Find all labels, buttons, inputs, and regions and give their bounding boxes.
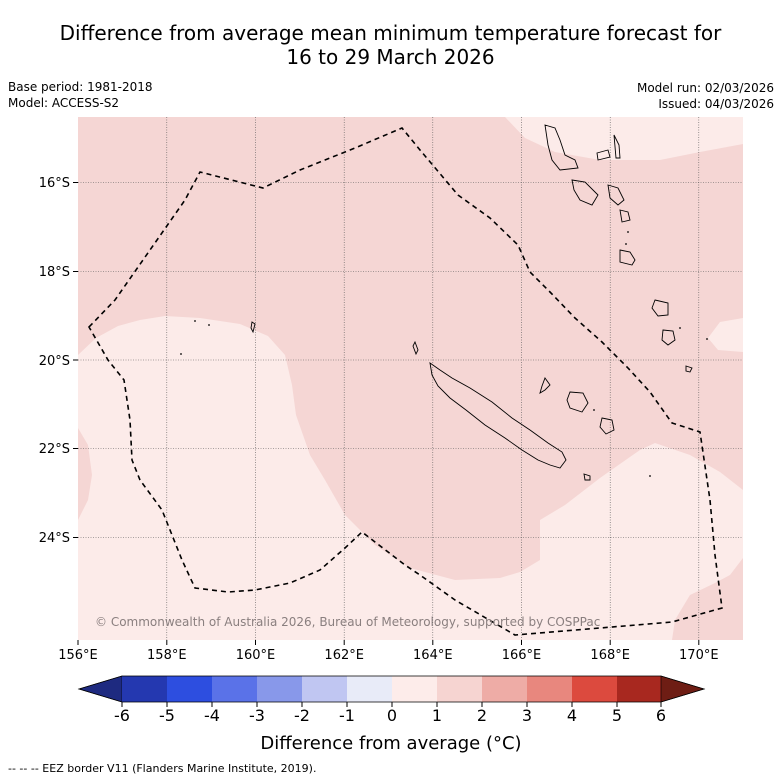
pentecost: [607, 184, 625, 206]
efate: [619, 209, 631, 223]
lon-label-160e: 160°E: [236, 648, 276, 663]
lat-label-18s: 18°S: [39, 265, 70, 280]
anomaly-region-1-to-2-patch-east: [672, 558, 743, 640]
cbar-tick-0: 0: [387, 706, 397, 725]
lifou-island: [566, 391, 589, 413]
colorbar-segment-5-6: [617, 676, 661, 702]
lon-label-156e: 156°E: [58, 648, 98, 663]
lon-label-162e: 162°E: [324, 648, 364, 663]
anomaly-region-0-to-1-west: [78, 316, 743, 640]
colorbar-segment-m6-m5: [122, 676, 167, 702]
cbar-tick-4: 4: [567, 706, 577, 725]
anomaly-region-0-to-1-northeast: [505, 117, 743, 160]
lon-label-170e: 170°E: [679, 648, 719, 663]
issued-label: Issued: 04/03/2026: [658, 97, 774, 111]
islet-6: [679, 327, 681, 329]
copyright-notice: © Commonwealth of Australia 2026, Bureau…: [95, 615, 600, 629]
chart-title-line1: Difference from average mean minimum tem…: [59, 21, 722, 45]
colorbar-extend-low: [77, 675, 123, 703]
malekula: [571, 179, 599, 206]
model-label: Model: ACCESS-S2: [8, 96, 120, 110]
islet-3: [208, 324, 210, 326]
colorbar-segment-4-5: [572, 676, 617, 702]
islet-9: [593, 409, 595, 411]
coastlines: [250, 124, 693, 481]
longitude-labels: 156°E 158°E 160°E 162°E 164°E 166°E 168°…: [58, 648, 718, 663]
cbar-tick-m2: -2: [294, 706, 310, 725]
islet-2: [194, 320, 196, 322]
colorbar-ticks: [121, 702, 662, 707]
colorbar-segment-3-4: [527, 676, 572, 702]
colorbar-segment-m3-m2: [257, 676, 302, 702]
cbar-tick-1: 1: [432, 706, 442, 725]
cbar-tick-m1: -1: [339, 706, 355, 725]
colorbar-tick-labels: -6 -5 -4 -3 -2 -1 0 1 2 3 4 5 6: [114, 706, 666, 725]
anomaly-region-0-to-1-east: [708, 318, 743, 352]
lat-label-20s: 20°S: [39, 354, 70, 369]
erromango: [619, 249, 636, 266]
ile-des-pins: [583, 473, 591, 481]
chesterfield-reef: [250, 321, 256, 334]
lon-label-168e: 168°E: [590, 648, 630, 663]
cbar-tick-6: 6: [656, 706, 666, 725]
cbar-tick-m5: -5: [159, 706, 175, 725]
futuna-vanuatu: [685, 365, 693, 373]
cbar-tick-m4: -4: [204, 706, 220, 725]
cbar-tick-2: 2: [477, 706, 487, 725]
mare-island: [599, 417, 615, 435]
chart-title-line2: 16 to 29 March 2026: [286, 45, 495, 69]
islet-5: [706, 338, 708, 340]
lat-label-22s: 22°S: [39, 442, 70, 457]
new-caledonia-coastline: [429, 362, 567, 469]
cbar-tick-m6: -6: [114, 706, 130, 725]
lat-label-24s: 24°S: [39, 531, 70, 546]
lon-label-164e: 164°E: [413, 648, 453, 663]
islet-4: [649, 475, 651, 477]
ambae: [596, 149, 611, 161]
colorbar-segment-m5-m4: [167, 676, 212, 702]
colorbar-segment-m4-m3: [212, 676, 257, 702]
aneityum: [661, 329, 676, 346]
ouvea-island: [539, 377, 551, 394]
lat-label-16s: 16°S: [39, 176, 70, 191]
colorbar-segment-m1-0: [347, 676, 392, 702]
colorbar-segment-0-1: [392, 676, 437, 702]
maewo: [613, 134, 621, 159]
lon-label-158e: 158°E: [147, 648, 187, 663]
lon-label-166e: 166°E: [502, 648, 542, 663]
axis-ticks: [73, 182, 700, 645]
colorbar-segment-1-2: [437, 676, 482, 702]
latitude-labels: 16°S 18°S 20°S 22°S 24°S: [39, 176, 70, 546]
small-islets: [180, 231, 708, 477]
cbar-tick-3: 3: [522, 706, 532, 725]
map-content: [78, 117, 743, 640]
anomaly-region-1-to-2-patch-west: [78, 428, 92, 520]
colorbar-extend-high: [660, 675, 706, 703]
cbar-tick-m3: -3: [249, 706, 265, 725]
model-run-label: Model run: 02/03/2026: [636, 81, 774, 95]
espiritu-santo: [544, 124, 579, 171]
cbar-tick-5: 5: [612, 706, 622, 725]
colorbar-segment-2-3: [482, 676, 527, 702]
belep-island: [412, 340, 419, 356]
tanna: [651, 299, 669, 317]
islet-1: [180, 353, 182, 355]
eez-border-footnote: -- -- -- EEZ border V11 (Flanders Marine…: [8, 762, 317, 775]
colorbar: [77, 675, 706, 703]
islet-8: [625, 243, 627, 245]
colorbar-title: Difference from average (°C): [260, 733, 521, 754]
colorbar-segment-m2-m1: [302, 676, 347, 702]
graticule: [78, 117, 743, 640]
eez-border: [88, 127, 723, 636]
base-period-label: Base period: 1981-2018: [8, 80, 153, 94]
islet-7: [627, 231, 629, 233]
